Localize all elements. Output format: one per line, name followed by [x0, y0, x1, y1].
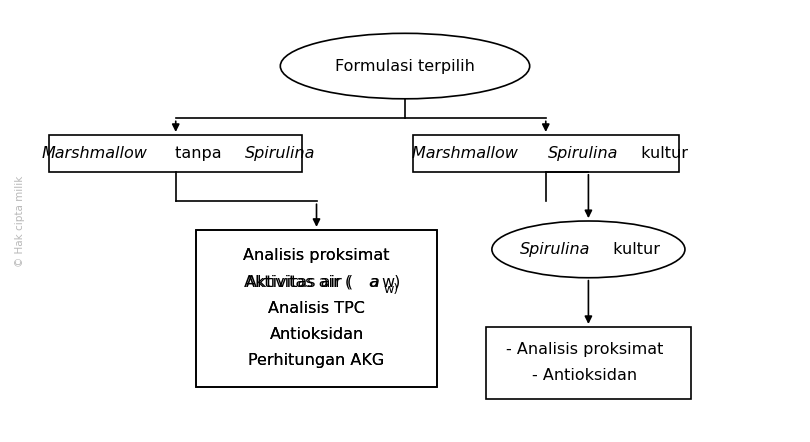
Text: - Antioksidan: - Antioksidan	[532, 369, 637, 384]
Text: Analisis proksimat: Analisis proksimat	[243, 248, 390, 263]
Text: Marshmallow: Marshmallow	[411, 146, 523, 161]
Text: - Analisis proksimat: - Analisis proksimat	[505, 342, 663, 357]
Text: © Hak cipta milik: © Hak cipta milik	[15, 175, 25, 267]
Bar	[413, 135, 679, 172]
Text: Spirulina: Spirulina	[548, 146, 619, 161]
Text: w): w)	[382, 274, 401, 290]
Text: Antioksidan: Antioksidan	[270, 327, 364, 342]
Text: Analisis TPC: Analisis TPC	[268, 301, 365, 316]
Text: Aktivitas air (: Aktivitas air (	[245, 274, 352, 290]
Text: Spirulina: Spirulina	[245, 146, 315, 161]
Text: kultur: kultur	[636, 146, 688, 161]
Text: a: a	[369, 274, 379, 290]
Text: tanpa: tanpa	[170, 146, 227, 161]
Bar	[196, 230, 437, 387]
Text: kultur: kultur	[608, 242, 659, 257]
Text: Aktivitas air (: Aktivitas air (	[245, 274, 352, 290]
Text: Perhitungan AKG: Perhitungan AKG	[249, 353, 385, 368]
Text: Spirulina: Spirulina	[520, 242, 590, 257]
Text: a: a	[368, 274, 377, 290]
Text: w): w)	[384, 283, 399, 297]
Text: Antioksidan: Antioksidan	[270, 327, 364, 342]
Text: Analisis TPC: Analisis TPC	[268, 301, 365, 316]
Text: Formulasi terpilih: Formulasi terpilih	[335, 58, 475, 73]
Bar	[486, 327, 691, 399]
Text: Analisis proksimat: Analisis proksimat	[243, 248, 390, 263]
Text: Marshmallow: Marshmallow	[41, 146, 147, 161]
Bar	[196, 230, 437, 387]
Bar	[49, 135, 302, 172]
Text: Perhitungan AKG: Perhitungan AKG	[249, 353, 385, 368]
